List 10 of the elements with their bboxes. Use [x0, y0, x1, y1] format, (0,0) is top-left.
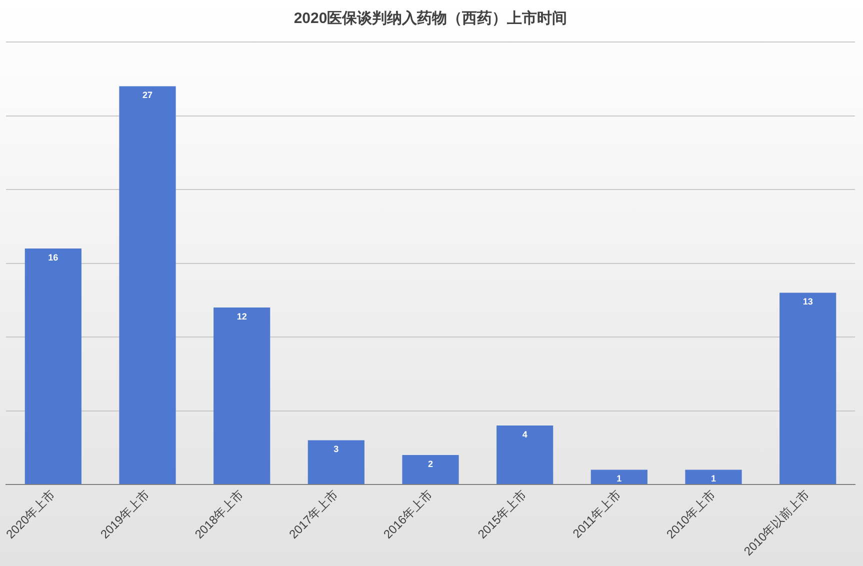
data-label: 4: [522, 429, 528, 440]
data-label: 13: [802, 296, 813, 307]
data-label: 27: [142, 90, 153, 100]
data-label: 3: [334, 444, 339, 454]
data-label: 12: [236, 311, 247, 322]
data-label: 1: [616, 474, 622, 484]
data-label: 2: [428, 459, 434, 469]
data-label: 1: [710, 474, 716, 484]
chart-title: 2020医保谈判纳入药物（西药）上市时间: [294, 9, 568, 28]
data-label: 16: [48, 252, 58, 262]
